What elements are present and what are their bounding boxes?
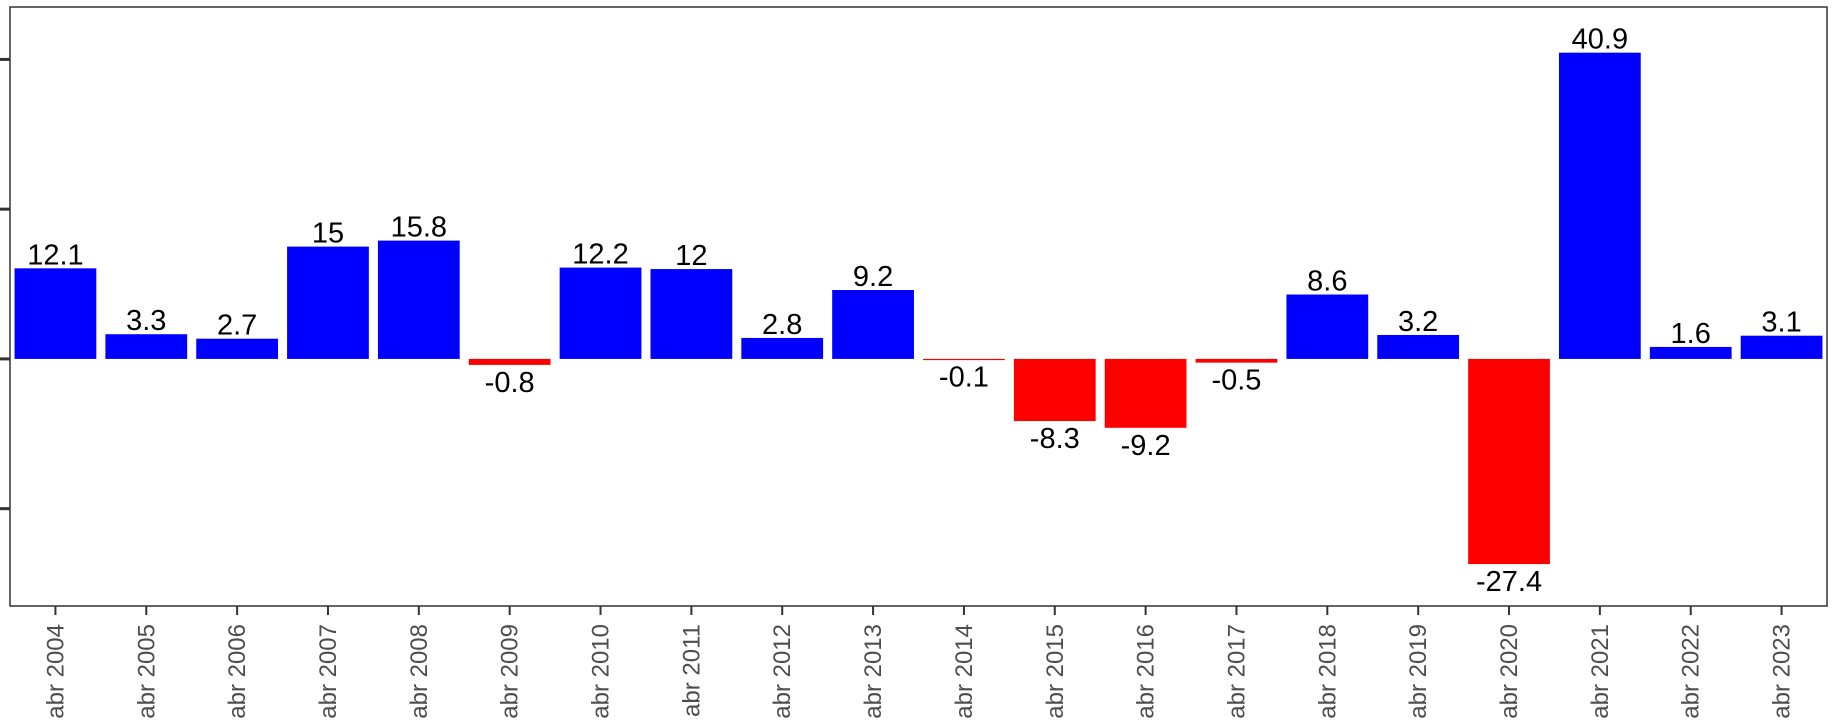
bar-value-label: 3.2 xyxy=(1398,306,1438,338)
bar-value-label: 15.8 xyxy=(391,212,447,244)
x-tick-label: abr 2016 xyxy=(1133,624,1160,719)
x-tick-label: abr 2013 xyxy=(860,624,887,719)
bar xyxy=(1558,52,1641,359)
bar xyxy=(559,267,642,359)
bar-value-label: 12.1 xyxy=(27,239,83,271)
x-tick-label: abr 2020 xyxy=(1496,624,1523,719)
bar-value-label: 15 xyxy=(312,218,344,250)
bar xyxy=(1649,346,1732,359)
bar-value-label: -0.5 xyxy=(1211,365,1261,397)
bar-value-label: 12.2 xyxy=(572,239,628,271)
x-tick-label: abr 2009 xyxy=(497,624,524,719)
x-tick-label: abr 2022 xyxy=(1678,624,1705,719)
x-axis-tick-labels: abr 2004 abr 2005 abr 2006 abr 2007 abr 2008… xyxy=(42,624,1795,719)
bar xyxy=(14,268,97,359)
x-tick-label: abr 2018 xyxy=(1314,624,1341,719)
bar-value-label: -0.8 xyxy=(485,367,535,399)
bar xyxy=(196,338,279,359)
x-tick-label: abr 2021 xyxy=(1587,624,1614,719)
bar-value-label: 2.8 xyxy=(762,309,802,341)
bar xyxy=(377,240,460,359)
x-tick-label: abr 2015 xyxy=(1042,624,1069,719)
bar-value-label: -9.2 xyxy=(1121,430,1171,462)
bar-value-label: -0.1 xyxy=(939,362,989,394)
x-tick-label: abr 2017 xyxy=(1223,624,1250,719)
x-tick-label: abr 2008 xyxy=(406,624,433,719)
bar-value-label: 1.6 xyxy=(1671,318,1711,350)
x-tick-label: abr 2011 xyxy=(678,624,705,717)
bar-value-label: 12 xyxy=(675,240,707,272)
bar xyxy=(1286,294,1369,359)
bar xyxy=(1377,334,1460,359)
bars-group xyxy=(14,52,1823,565)
bar xyxy=(923,358,1005,361)
bar xyxy=(650,269,733,359)
bar xyxy=(832,290,914,359)
bar-value-label: 8.6 xyxy=(1307,266,1347,298)
bar xyxy=(1195,358,1278,363)
x-tick-label: abr 2010 xyxy=(588,624,615,719)
x-tick-label: abr 2006 xyxy=(224,624,251,719)
plot-panel-border xyxy=(9,6,1828,607)
bar-value-label: 9.2 xyxy=(853,261,893,293)
bar-value-label: 40.9 xyxy=(1572,24,1628,56)
x-tick-label: abr 2012 xyxy=(769,624,796,719)
bar xyxy=(468,358,551,365)
x-tick-label: abr 2014 xyxy=(951,624,978,719)
bar-value-label: -8.3 xyxy=(1030,423,1080,455)
bar xyxy=(105,334,188,359)
bar-value-label: 3.1 xyxy=(1761,307,1801,339)
x-tick-label: abr 2019 xyxy=(1405,624,1432,719)
x-tick-label: abr 2005 xyxy=(133,624,160,719)
bar xyxy=(741,337,824,359)
value-labels-group: 12.1 3.3 2.7 15 15.8 -0.8 12.2 12 2.8 9.2 -0.1 -8.3… xyxy=(27,24,1802,598)
x-tick-label: abr 2004 xyxy=(42,624,69,719)
x-axis-ticks xyxy=(54,606,1783,615)
bar xyxy=(1740,335,1823,359)
bar xyxy=(287,246,369,359)
bar xyxy=(1013,358,1096,422)
bar xyxy=(1104,358,1187,428)
bar-value-label: 2.7 xyxy=(217,310,257,342)
bar-value-label: 3.3 xyxy=(126,305,166,337)
bar xyxy=(1468,358,1550,565)
x-tick-label: abr 2007 xyxy=(315,624,342,719)
y-axis-ticks xyxy=(0,57,10,511)
bar-value-label: -27.4 xyxy=(1476,566,1542,598)
x-tick-label: abr 2023 xyxy=(1769,624,1796,719)
